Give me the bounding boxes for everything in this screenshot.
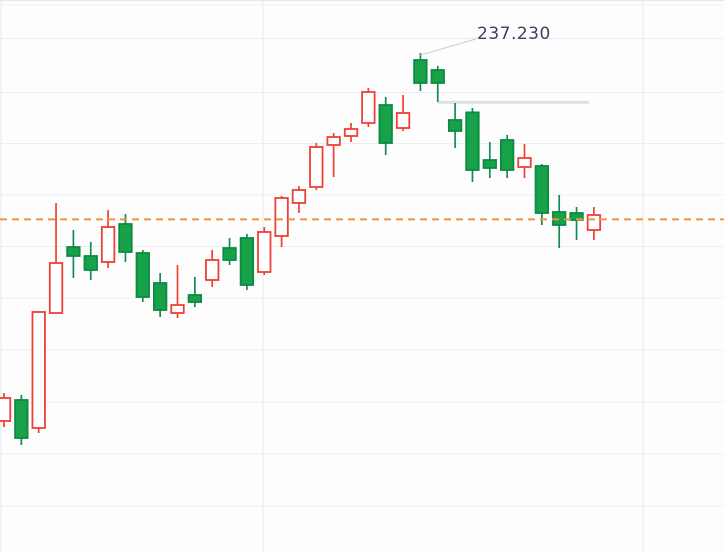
candle-body [66,246,81,257]
candle-body [499,139,515,171]
price-gridlines [0,4,724,507]
candle-body [239,237,255,286]
candle [187,277,203,307]
candle [326,133,341,177]
candle [291,186,307,213]
candle [482,142,497,178]
candle [118,214,133,262]
candle [534,164,549,225]
candle-body [257,231,272,273]
candle-body [31,311,46,429]
candle [361,88,376,127]
candle [586,207,602,240]
candle [222,238,237,265]
candle [343,123,359,142]
candle-body [326,136,341,146]
price-annotation-label[interactable]: 237.230 [477,24,551,44]
candle [257,227,272,275]
candle-body [343,128,359,137]
candle-body [0,397,12,422]
candle [430,66,445,102]
candle-body [205,259,220,281]
candle [274,196,289,247]
candle-body [309,146,324,188]
candle-body [465,111,480,171]
candle-body [534,165,549,214]
candle-body [222,247,237,261]
candle-body [274,197,289,237]
candle-body [135,252,150,298]
candle-body [447,119,463,132]
candle-body [14,399,29,439]
candle [152,273,168,317]
candle [48,203,64,314]
candle-body [118,223,133,253]
candle [447,103,463,148]
candle [499,135,515,178]
candle-body [100,226,116,263]
candle-body [152,282,168,311]
candle [552,195,567,248]
candle-body [482,159,497,169]
candle-body [517,157,532,168]
candle-body [378,104,393,144]
candle-body [413,59,428,84]
candle-body [361,91,376,124]
time-gridlines [0,0,644,552]
candle-body [48,262,64,314]
candle [31,311,46,433]
candle [395,95,411,131]
candle [0,393,12,427]
candle [205,250,220,287]
candle [66,230,81,278]
annotation-leader-line [420,38,477,56]
candle [569,207,584,240]
candle [517,144,532,178]
candle [413,53,428,91]
candle-body [586,214,602,231]
candle [309,143,324,190]
candle [465,108,480,182]
candle [170,265,185,318]
candle [14,395,29,445]
candle [378,97,393,155]
candle-body [430,69,445,84]
candle-body [187,294,203,303]
candles-series [0,53,602,445]
candle [135,250,150,302]
candle [239,234,255,290]
candle-body [291,189,307,204]
candle-body [395,112,411,129]
candle [83,242,98,280]
candle-body [83,255,98,271]
candle-body [170,304,185,314]
